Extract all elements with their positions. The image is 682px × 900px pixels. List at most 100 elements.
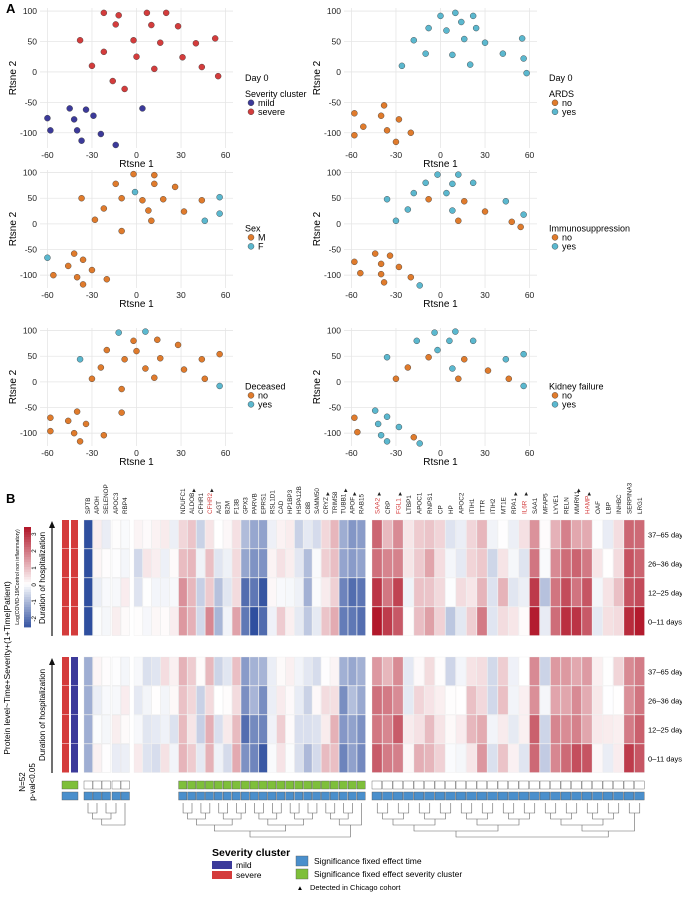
sig-time-cell	[214, 791, 223, 801]
heatmap-cell	[371, 519, 383, 549]
heatmap-cell	[424, 743, 435, 773]
heatmap-cell	[312, 656, 322, 686]
dendrogram-branch	[101, 803, 126, 826]
heatmap-cell	[497, 656, 509, 686]
data-point-M	[100, 205, 108, 212]
data-point-no	[180, 366, 188, 373]
sig-time-cell	[424, 791, 435, 801]
heatmap-cell	[258, 743, 268, 773]
severity-bar-severe	[71, 578, 78, 607]
heatmap-cell	[101, 519, 111, 549]
heatmap-cell	[223, 606, 232, 636]
chicago-marker: ▲	[343, 488, 349, 494]
heatmap-cell	[160, 743, 170, 773]
data-point-no	[505, 375, 512, 382]
heatmap-cell	[518, 656, 530, 686]
y-tick-label: -100	[324, 128, 341, 138]
sig-empty-cell	[497, 780, 508, 790]
y-tick-label: -50	[25, 97, 38, 107]
heatmap-cell	[223, 714, 232, 744]
heatmap-cell	[142, 714, 152, 744]
heatmap-cell	[101, 714, 111, 744]
heatmap-cell	[321, 577, 330, 607]
x-tick-label: 30	[176, 448, 186, 458]
dendrogram-branch	[187, 813, 206, 820]
heatmap-cell	[424, 606, 435, 636]
data-point-no	[517, 223, 524, 231]
legend-day-title: Day 0	[245, 73, 269, 83]
protein-label: SAA1	[532, 497, 539, 514]
data-point-no	[118, 385, 125, 393]
row-label: 0–11 days	[648, 755, 682, 764]
heatmap-cell	[613, 519, 624, 549]
data-point-yes	[523, 69, 530, 77]
dendrogram-branch	[343, 803, 353, 814]
data-point-no	[386, 252, 394, 259]
protein-label: ITIH1	[469, 498, 476, 514]
heatmap-cell	[92, 685, 102, 715]
data-point-M	[145, 207, 152, 214]
data-point-no	[73, 408, 81, 415]
heatmap-cell	[518, 548, 530, 578]
y-tick-label: 100	[327, 168, 341, 178]
data-point-M	[103, 276, 111, 283]
heatmap-cell	[92, 714, 102, 744]
data-point-yes	[410, 189, 417, 197]
heatmap-cell	[508, 606, 519, 636]
x-tick-label: -60	[41, 290, 54, 300]
heatmap-cell	[518, 685, 530, 715]
data-point-no	[70, 429, 78, 437]
legend-title: ARDS	[549, 89, 574, 99]
heatmap-cell	[392, 714, 404, 744]
sig-time-cell	[581, 791, 592, 801]
heatmap-cell	[634, 606, 645, 636]
heatmap-cell	[529, 656, 540, 686]
sig-empty-cell	[518, 780, 529, 790]
chicago-marker: ▲	[191, 488, 197, 494]
sig-empty-cell	[571, 780, 582, 790]
heatmap-cell	[249, 685, 259, 715]
y-tick-label: -50	[25, 245, 38, 255]
data-point-yes	[425, 24, 432, 32]
data-point-M	[148, 217, 155, 224]
heatmap-cell	[92, 743, 102, 773]
heatmap-cell	[214, 714, 223, 744]
dendrogram-branch	[258, 813, 278, 820]
data-point-yes	[434, 346, 441, 354]
data-point-M	[151, 171, 158, 179]
sig-empty-cell	[581, 780, 592, 790]
dendrogram-branch	[376, 803, 389, 814]
data-point-no	[407, 129, 415, 136]
colorbar-segment	[24, 544, 31, 548]
data-point-M	[91, 216, 99, 223]
sig-time-cell	[285, 791, 295, 801]
data-point-M	[118, 195, 125, 202]
sig-empty-cell	[101, 780, 111, 790]
chicago-marker: ▲	[209, 488, 215, 494]
heatmap-cell	[223, 743, 232, 773]
sig-empty-cell	[371, 780, 382, 790]
heatmap-cell	[455, 577, 467, 607]
heatmap-cell	[223, 519, 232, 549]
heatmap-cell	[196, 656, 206, 686]
sig-time-cell	[347, 791, 357, 801]
heatmap-cell	[518, 519, 530, 549]
heatmap-cell	[232, 548, 241, 578]
heatmap-cell	[303, 685, 313, 715]
colorbar-segment	[24, 552, 31, 555]
data-point-severe	[88, 62, 96, 70]
heatmap-cell	[550, 577, 561, 607]
heatmap-cell	[571, 656, 582, 686]
dendrogram-branch	[289, 803, 300, 814]
heatmap-cell	[83, 656, 93, 686]
legend-marker: ▲	[297, 885, 303, 892]
data-point-no	[383, 127, 391, 134]
sig-time-cell	[321, 791, 330, 801]
sig-empty-cell	[382, 780, 393, 790]
data-point-no	[130, 337, 137, 345]
heatmap-cell	[403, 548, 414, 578]
heatmap-cell	[508, 548, 519, 578]
heatmap-cell	[111, 606, 121, 636]
colorbar-segment	[24, 527, 31, 530]
heatmap-cell	[539, 685, 551, 715]
